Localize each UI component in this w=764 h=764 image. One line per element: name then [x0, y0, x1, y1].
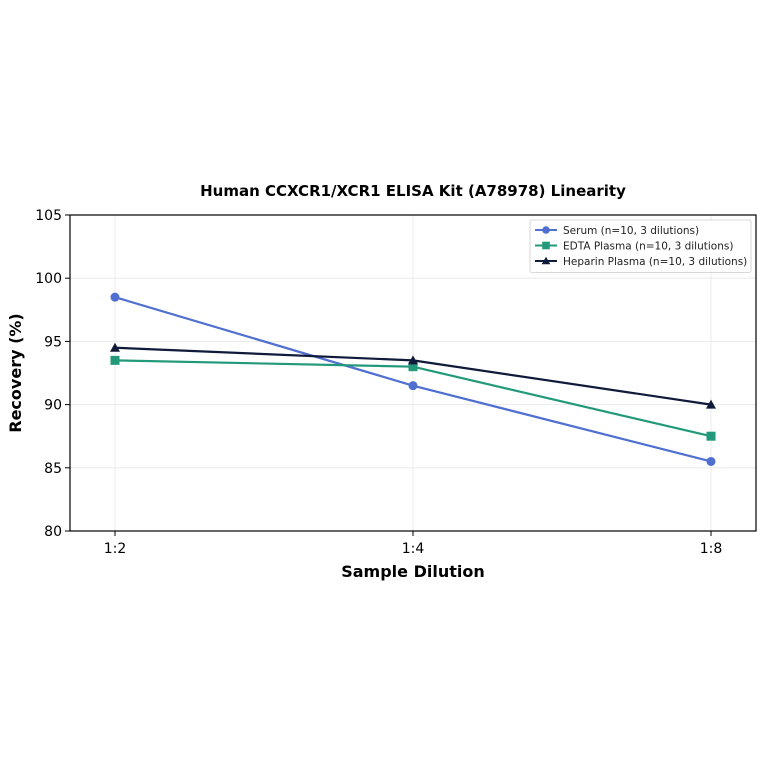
data-point [542, 226, 550, 234]
y-tick-label: 105 [35, 208, 62, 224]
data-point [706, 456, 716, 466]
data-point [542, 241, 550, 250]
axis-ticks: 80 85 90 95 100 105 1:2 1:4 1:8 [35, 208, 722, 557]
y-tick-label: 80 [44, 524, 62, 540]
legend-entry: Serum (n=10, 3 dilutions) [535, 225, 699, 237]
series-serum [110, 292, 716, 466]
legend-label: Serum (n=10, 3 dilutions) [563, 225, 699, 237]
data-point [541, 256, 551, 265]
data-point [110, 355, 120, 365]
data-point [408, 362, 418, 372]
y-tick-label: 90 [44, 398, 62, 414]
series-heparin [110, 342, 716, 409]
legend-entry: EDTA Plasma (n=10, 3 dilutions) [535, 241, 733, 253]
x-axis-label: Sample Dilution [341, 562, 485, 581]
data-point [408, 355, 418, 365]
legend-label: Heparin Plasma (n=10, 3 dilutions) [563, 256, 747, 268]
x-tick-label: 1:4 [402, 541, 425, 557]
data-point [706, 431, 716, 441]
data-point [408, 381, 418, 391]
legend-label: EDTA Plasma (n=10, 3 dilutions) [563, 241, 733, 253]
legend-entry: Heparin Plasma (n=10, 3 dilutions) [535, 256, 747, 268]
y-tick-label: 95 [44, 334, 62, 350]
x-tick-label: 1:8 [700, 541, 723, 557]
y-tick-label: 85 [44, 461, 62, 477]
series-layer [110, 292, 716, 466]
y-tick-label: 100 [35, 271, 62, 287]
data-point [110, 342, 120, 352]
legend: Serum (n=10, 3 dilutions) EDTA Plasma (n=… [529, 219, 752, 273]
data-point [706, 399, 716, 409]
chart-title: Human CCXCR1/XCR1 ELISA Kit (A78978) Lin… [200, 182, 626, 200]
x-tick-label: 1:2 [104, 541, 127, 557]
series-edta [110, 355, 716, 441]
data-point [110, 292, 120, 302]
legend-box [529, 219, 752, 273]
y-axis-label: Recovery (%) [6, 313, 25, 432]
